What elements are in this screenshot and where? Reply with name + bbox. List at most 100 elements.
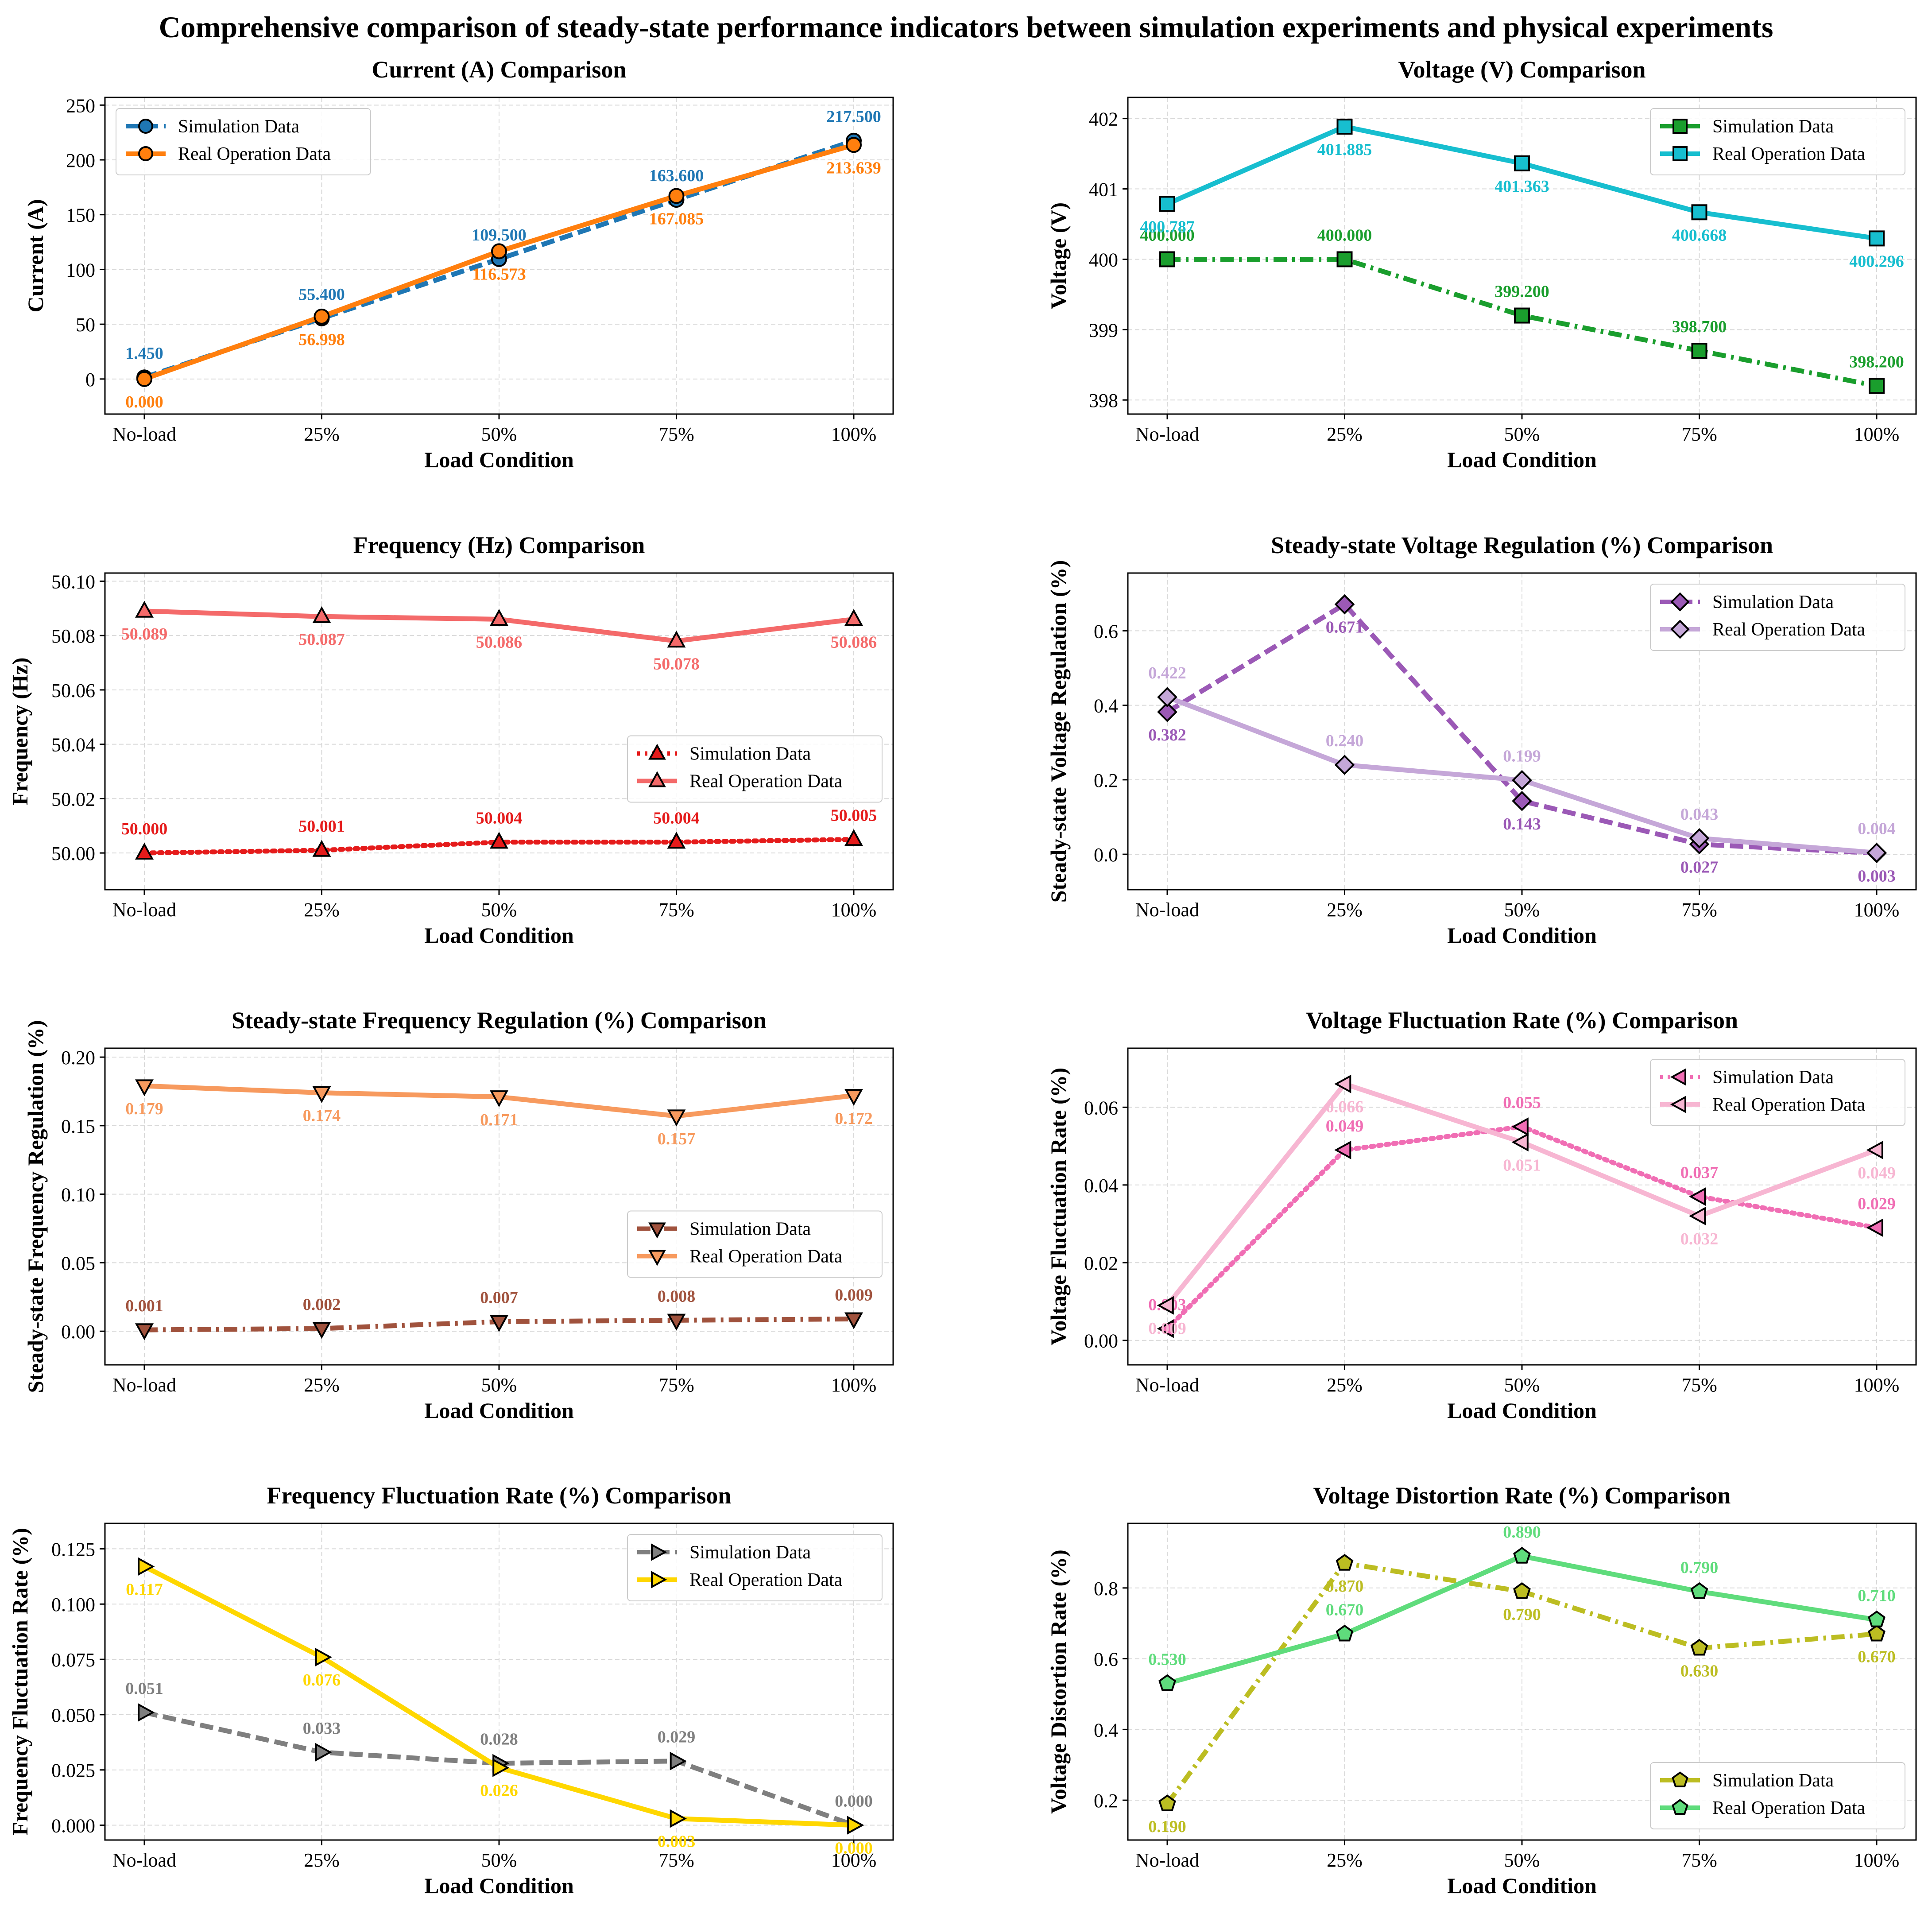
legend-label: Real Operation Data — [1712, 1798, 1866, 1818]
legend-box — [627, 1534, 883, 1601]
chart-title: Steady-state Frequency Regulation (%) Co… — [232, 1007, 767, 1034]
data-point — [844, 608, 863, 626]
data-point — [1158, 1674, 1176, 1691]
ytick-label: 0 — [85, 369, 95, 391]
legend-marker — [138, 146, 153, 161]
legend-marker — [1673, 146, 1688, 161]
data-label: 0.000 — [835, 1792, 873, 1811]
data-point — [1513, 1582, 1531, 1599]
data-label: 0.009 — [835, 1286, 873, 1304]
x-axis-label: Load Condition — [424, 1873, 574, 1898]
legend-label: Simulation Data — [689, 744, 811, 764]
legend-box — [627, 1210, 883, 1278]
chart-5: 0.00 0.05 0.10 0.15 0.20 No-load 25% 50% 75% 100%… — [23, 1007, 894, 1423]
y-axis-label: Steady-state Voltage Regulation (%) — [1046, 560, 1071, 903]
ytick-label: 0.025 — [51, 1760, 95, 1782]
series-line — [143, 1710, 855, 1828]
data-point — [1512, 770, 1532, 790]
legend-marker — [648, 771, 666, 787]
ytick-label: 0.15 — [61, 1116, 95, 1137]
legend: Simulation Data Real Operation Data — [1650, 1059, 1905, 1126]
xtick-label: 50% — [481, 423, 517, 445]
legend-label: Real Operation Data — [1712, 144, 1866, 164]
data-point — [312, 1086, 331, 1103]
data-point — [1159, 196, 1175, 212]
data-point — [1513, 1547, 1531, 1564]
xtick-label: 100% — [1854, 1849, 1900, 1871]
ytick-label: 0.8 — [1094, 1578, 1118, 1600]
data-label: 401.363 — [1494, 177, 1549, 196]
ytick-label: 50.02 — [51, 788, 95, 810]
series-simulation: 0.382 0.671 0.143 0.027 0.003 — [1148, 594, 1896, 886]
x-axis-label: Load Condition — [1447, 447, 1597, 472]
data-label: 0.028 — [480, 1730, 518, 1749]
data-label: 213.639 — [826, 159, 881, 177]
data-label: 0.026 — [480, 1782, 518, 1800]
data-point — [1157, 1296, 1174, 1315]
data-point — [1866, 1218, 1883, 1237]
chart-title: Frequency Fluctuation Rate (%) Compariso… — [267, 1482, 732, 1509]
legend: Simulation Data Real Operation Data — [627, 735, 883, 803]
data-point — [667, 1109, 686, 1127]
data-label: 0.157 — [658, 1130, 696, 1148]
legend-marker — [1672, 1799, 1688, 1815]
legend-marker — [1670, 1096, 1686, 1113]
data-label: 0.043 — [1680, 805, 1719, 824]
xtick-label: 25% — [304, 899, 340, 921]
xtick-label: 100% — [1854, 899, 1900, 921]
data-label: 0.066 — [1326, 1098, 1364, 1116]
chart-title: Current (A) Comparison — [372, 56, 627, 83]
data-point — [1868, 1624, 1886, 1642]
ytick-label: 0.05 — [61, 1252, 95, 1274]
legend: Simulation Data Real Operation Data — [1650, 108, 1905, 175]
xtick-label: 100% — [1854, 423, 1900, 445]
data-point — [490, 832, 508, 849]
data-point — [1514, 307, 1530, 324]
ytick-label: 0.075 — [51, 1649, 95, 1671]
chart-title: Voltage (V) Comparison — [1398, 56, 1646, 83]
legend: Simulation Data Real Operation Data — [1650, 1762, 1905, 1829]
ytick-label: 100 — [66, 259, 95, 281]
data-point — [1334, 594, 1355, 615]
data-label: 167.085 — [649, 209, 704, 228]
legend-label: Simulation Data — [1712, 1770, 1834, 1791]
data-label: 116.573 — [472, 265, 526, 283]
data-point — [492, 1758, 510, 1777]
x-axis-label: Load Condition — [1447, 923, 1597, 948]
data-point — [312, 840, 331, 857]
data-label: 50.086 — [831, 633, 877, 651]
ytick-label: 0.100 — [51, 1594, 95, 1615]
legend-label: Real Operation Data — [689, 771, 843, 792]
data-point — [1336, 1554, 1354, 1571]
data-label: 0.890 — [1503, 1523, 1541, 1542]
chart-7: 0.000 0.025 0.050 0.075 0.100 0.125 No-load 25%… — [8, 1482, 894, 1898]
xtick-label: 75% — [658, 423, 694, 445]
series-line — [1167, 256, 1878, 388]
legend-box — [116, 108, 371, 175]
data-label: 0.076 — [303, 1671, 341, 1689]
data-label: 0.009 — [1148, 1319, 1186, 1338]
xtick-label: 75% — [658, 1849, 694, 1871]
xtick-label: 50% — [481, 899, 517, 921]
y-axis-label: Voltage Fluctuation Rate (%) — [1046, 1068, 1071, 1345]
data-point — [1514, 155, 1530, 171]
ytick-label: 402 — [1089, 108, 1118, 130]
series-simulation: 0.001 0.002 0.007 0.008 0.009 — [125, 1286, 873, 1340]
x-axis-label: Load Condition — [424, 447, 574, 472]
legend: Simulation Data Real Operation Data — [116, 108, 371, 175]
ytick-label: 0.2 — [1094, 770, 1118, 791]
chart-2: 398 399 400 401 402 No-load 25% 50% 75% 100% Volta… — [1046, 56, 1917, 472]
xtick-label: 25% — [1327, 1849, 1363, 1871]
ytick-label: 0.02 — [1084, 1252, 1118, 1274]
data-label: 50.005 — [831, 806, 877, 825]
data-point — [1336, 118, 1353, 135]
data-point — [1868, 1610, 1886, 1627]
legend-box — [1650, 1059, 1905, 1126]
data-label: 0.051 — [1503, 1156, 1541, 1174]
data-label: 398.700 — [1672, 318, 1727, 336]
data-point — [1689, 828, 1710, 848]
xtick-label: 75% — [1681, 899, 1717, 921]
xtick-label: 50% — [1504, 423, 1540, 445]
data-label: 0.029 — [1858, 1194, 1896, 1213]
